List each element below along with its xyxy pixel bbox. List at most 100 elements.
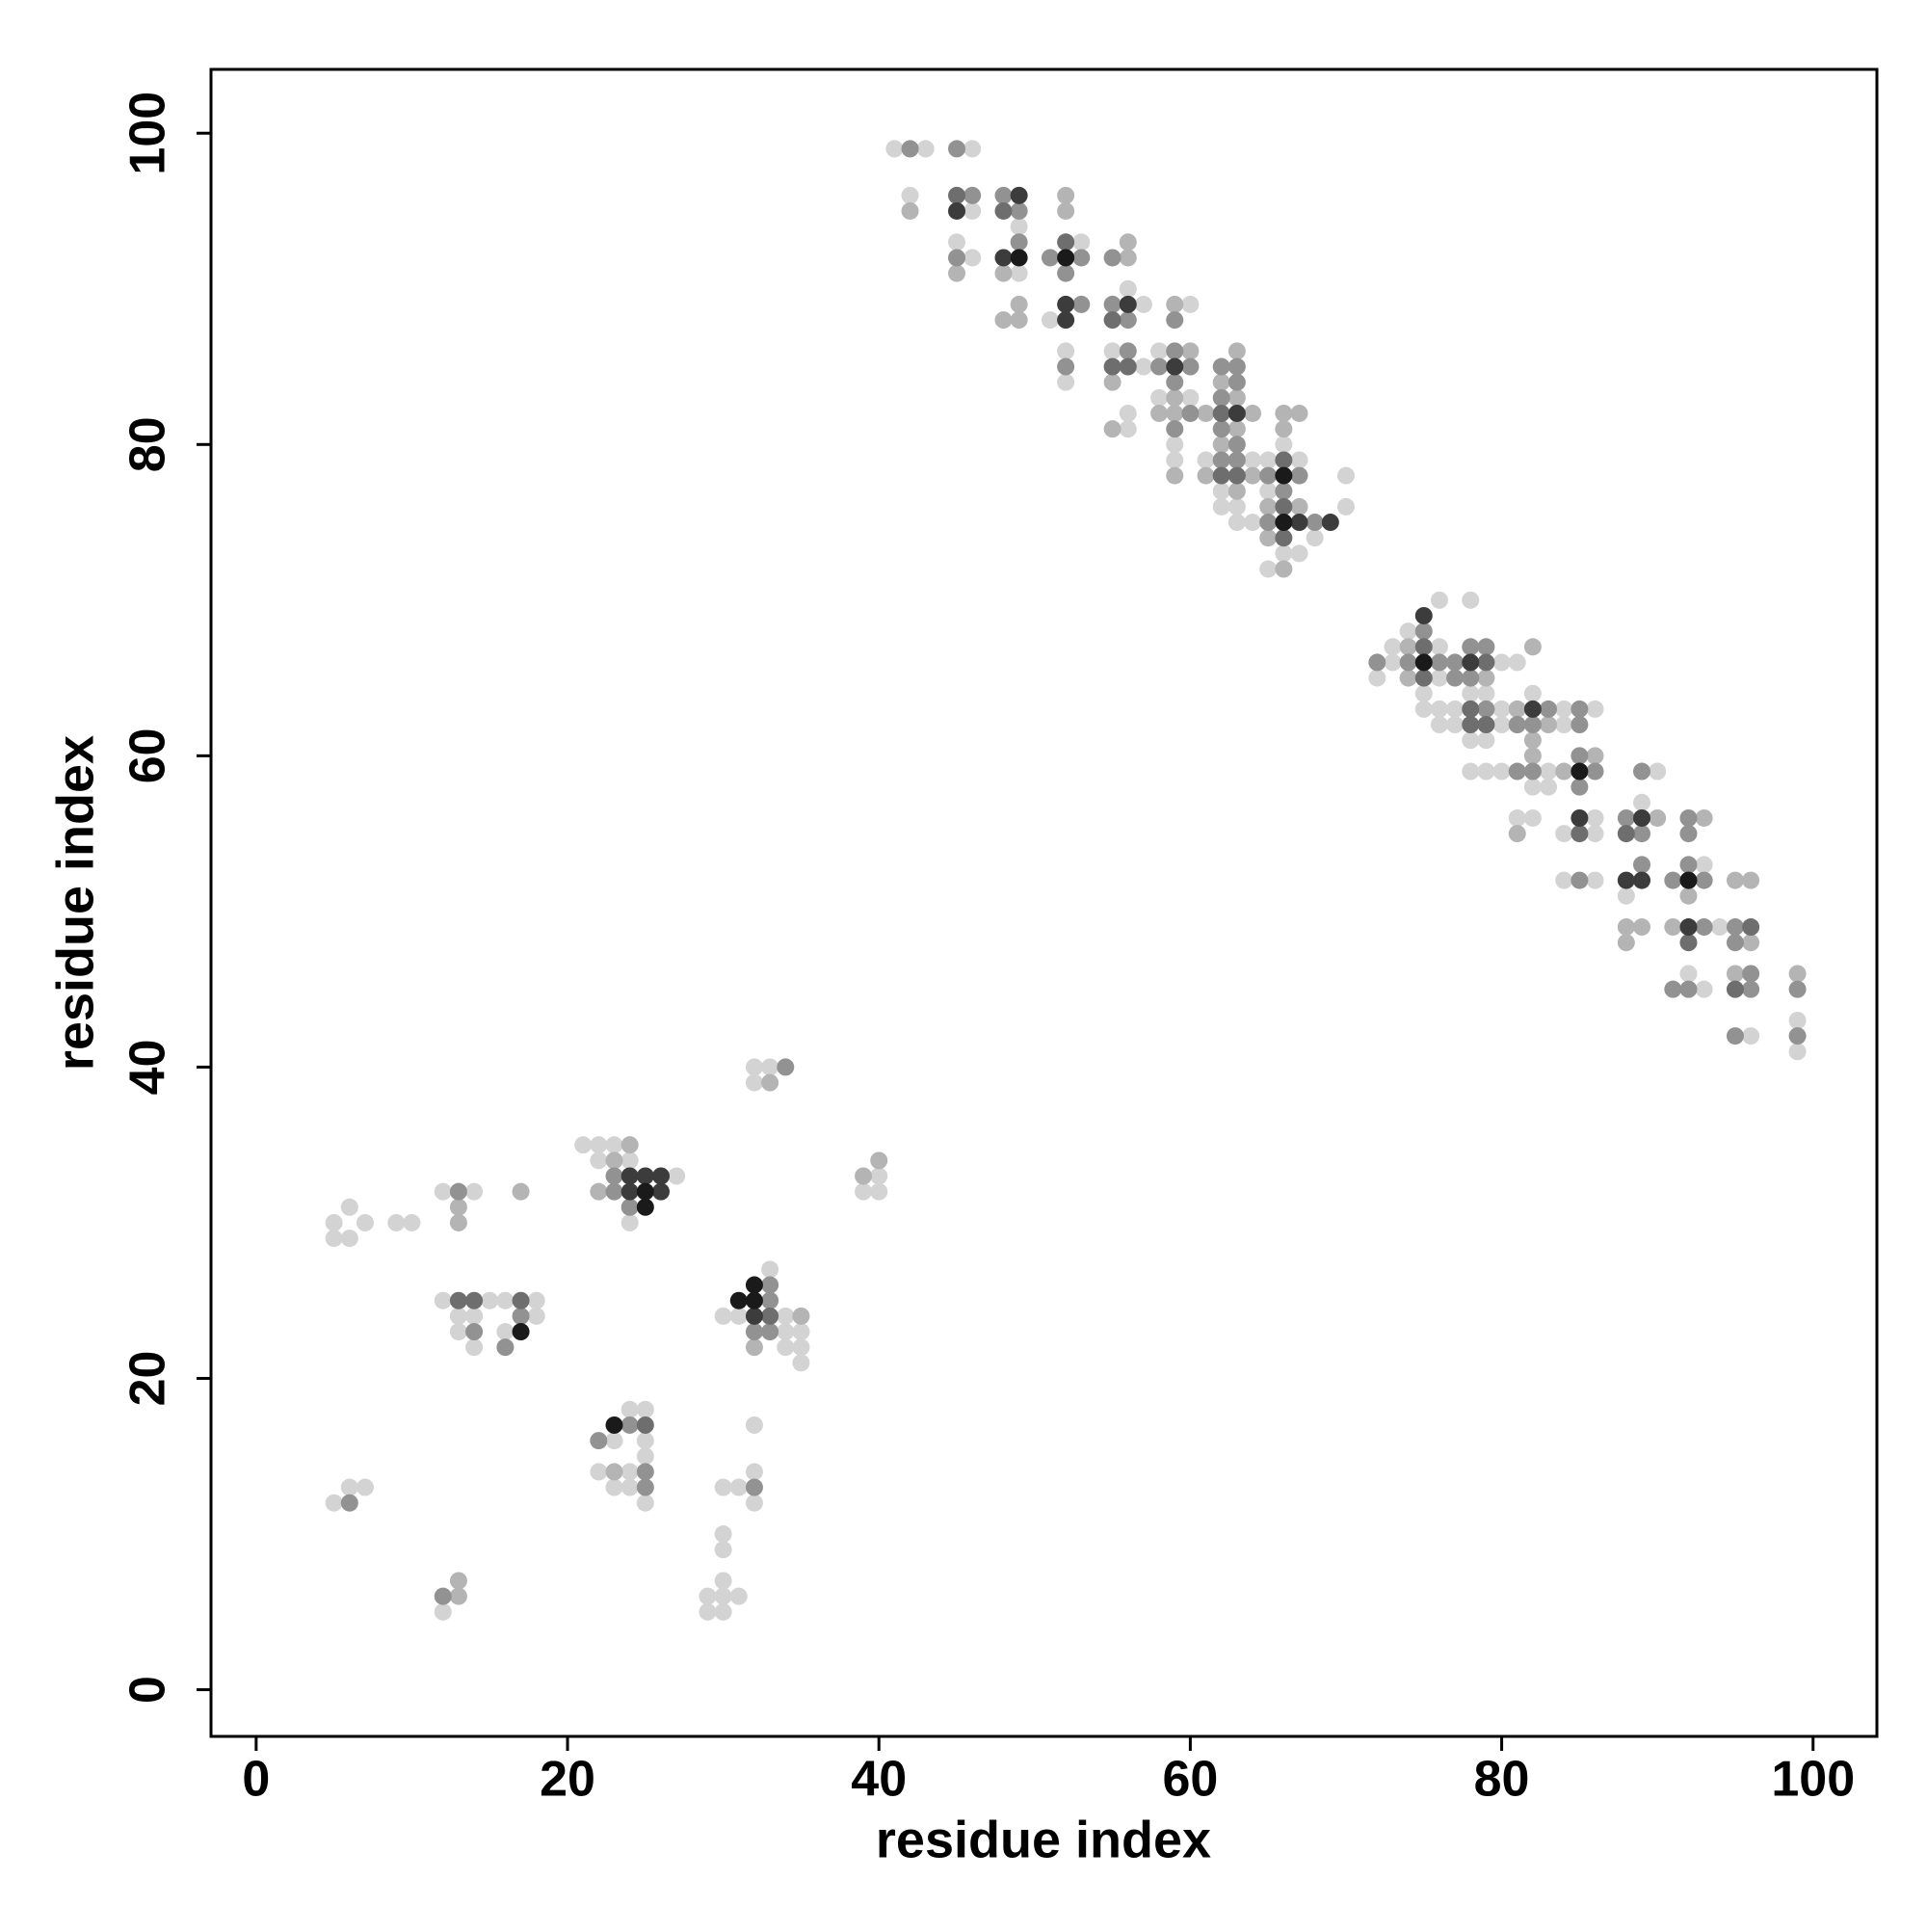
point bbox=[1508, 808, 1526, 827]
point bbox=[1103, 311, 1122, 330]
point bbox=[1446, 716, 1465, 734]
point bbox=[465, 1307, 484, 1325]
point bbox=[1586, 762, 1604, 781]
point bbox=[1679, 887, 1698, 905]
point bbox=[1462, 762, 1480, 781]
point bbox=[1649, 762, 1667, 781]
point bbox=[1057, 201, 1075, 220]
point bbox=[1462, 731, 1480, 750]
point bbox=[1197, 451, 1215, 469]
point bbox=[777, 1058, 795, 1076]
point bbox=[1571, 700, 1589, 718]
point bbox=[1212, 451, 1230, 469]
point bbox=[1414, 669, 1433, 687]
point bbox=[1679, 871, 1698, 889]
point bbox=[1695, 856, 1713, 874]
point bbox=[1259, 451, 1278, 469]
point bbox=[1181, 342, 1200, 360]
point bbox=[1477, 700, 1495, 718]
point bbox=[1368, 653, 1386, 672]
point bbox=[1259, 482, 1278, 500]
point bbox=[434, 1587, 452, 1605]
point bbox=[1244, 514, 1262, 532]
point bbox=[901, 201, 919, 220]
point bbox=[1244, 451, 1262, 469]
point bbox=[1492, 700, 1511, 718]
point bbox=[1462, 684, 1480, 702]
point bbox=[1290, 466, 1308, 485]
point bbox=[1227, 482, 1246, 500]
point bbox=[449, 1182, 467, 1201]
point bbox=[1010, 295, 1028, 313]
point bbox=[1166, 342, 1184, 360]
point bbox=[916, 140, 935, 158]
point bbox=[636, 1432, 654, 1450]
point bbox=[668, 1167, 686, 1185]
point bbox=[699, 1602, 717, 1621]
point bbox=[1710, 918, 1729, 937]
point bbox=[1041, 311, 1059, 330]
point bbox=[761, 1260, 779, 1279]
point bbox=[1119, 311, 1137, 330]
point bbox=[1119, 342, 1137, 360]
point bbox=[1275, 497, 1293, 516]
point bbox=[590, 1136, 608, 1154]
point bbox=[1788, 965, 1807, 983]
point bbox=[636, 1400, 654, 1418]
point bbox=[1695, 808, 1713, 827]
point bbox=[948, 264, 966, 282]
point bbox=[948, 233, 966, 251]
point bbox=[1259, 514, 1278, 532]
point bbox=[1166, 436, 1184, 454]
point bbox=[481, 1291, 499, 1310]
point bbox=[1119, 404, 1137, 422]
point bbox=[449, 1323, 467, 1341]
point bbox=[1275, 466, 1293, 485]
point bbox=[714, 1307, 732, 1325]
point bbox=[1477, 669, 1495, 687]
point bbox=[777, 1307, 795, 1325]
point bbox=[1197, 466, 1215, 485]
point bbox=[1571, 825, 1589, 843]
point bbox=[1212, 420, 1230, 438]
point bbox=[1072, 295, 1091, 313]
point bbox=[527, 1291, 545, 1310]
point bbox=[792, 1307, 810, 1325]
point bbox=[1788, 1027, 1807, 1045]
point bbox=[1555, 762, 1573, 781]
point bbox=[870, 1182, 888, 1201]
point bbox=[449, 1213, 467, 1231]
point bbox=[1072, 233, 1091, 251]
point bbox=[340, 1494, 358, 1512]
point bbox=[590, 1432, 608, 1450]
point bbox=[325, 1213, 343, 1231]
point bbox=[1508, 716, 1526, 734]
point bbox=[1166, 311, 1184, 330]
y-tick-label: 100 bbox=[120, 92, 176, 175]
point bbox=[449, 1291, 467, 1310]
point bbox=[1057, 249, 1075, 267]
point bbox=[777, 1323, 795, 1341]
point bbox=[1010, 201, 1028, 220]
point bbox=[1477, 716, 1495, 734]
point bbox=[1540, 778, 1558, 796]
point bbox=[1617, 825, 1635, 843]
point bbox=[1571, 778, 1589, 796]
point bbox=[1477, 653, 1495, 672]
point bbox=[1181, 404, 1200, 422]
point bbox=[605, 1478, 623, 1496]
point bbox=[465, 1338, 484, 1357]
point bbox=[1649, 808, 1667, 827]
point bbox=[761, 1291, 779, 1310]
point bbox=[1726, 871, 1744, 889]
point bbox=[1679, 825, 1698, 843]
point bbox=[1571, 762, 1589, 781]
point bbox=[605, 1432, 623, 1450]
point bbox=[714, 1478, 732, 1496]
point bbox=[745, 1291, 763, 1310]
point bbox=[1227, 451, 1246, 469]
y-tick-label: 20 bbox=[120, 1351, 176, 1407]
point bbox=[1523, 731, 1542, 750]
point bbox=[1414, 653, 1433, 672]
point bbox=[1523, 638, 1542, 656]
